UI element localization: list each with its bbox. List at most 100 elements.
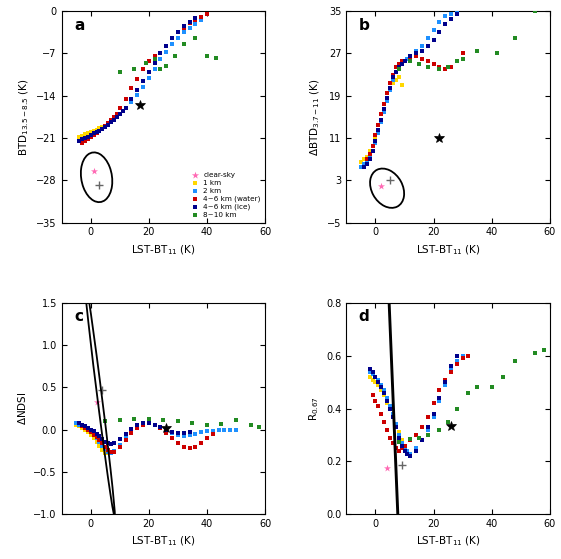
Point bbox=[423, 57, 432, 66]
Point bbox=[179, 442, 188, 451]
Point bbox=[415, 433, 424, 442]
Point bbox=[185, 444, 194, 453]
Point bbox=[365, 367, 374, 376]
Point bbox=[394, 428, 403, 437]
Point bbox=[374, 126, 383, 135]
Point bbox=[104, 449, 113, 458]
Point bbox=[365, 147, 374, 156]
Point bbox=[109, 439, 118, 448]
Point bbox=[156, 49, 165, 58]
Point bbox=[447, 362, 456, 371]
Point bbox=[92, 429, 101, 438]
Point bbox=[226, 425, 234, 434]
Point bbox=[80, 134, 89, 143]
Point bbox=[406, 51, 415, 60]
Point bbox=[101, 442, 110, 451]
Point bbox=[98, 434, 107, 443]
Point bbox=[109, 115, 118, 124]
Point bbox=[162, 42, 171, 51]
Point bbox=[95, 126, 104, 135]
Point bbox=[109, 447, 118, 456]
Point bbox=[388, 70, 397, 79]
Point bbox=[159, 415, 168, 424]
Point bbox=[95, 124, 104, 133]
Point bbox=[368, 141, 377, 150]
Point bbox=[89, 430, 98, 439]
Point bbox=[162, 425, 171, 434]
Point bbox=[388, 438, 397, 447]
Point bbox=[150, 55, 159, 64]
Point bbox=[435, 62, 444, 71]
Point bbox=[441, 380, 450, 389]
Point bbox=[127, 84, 136, 93]
Point bbox=[388, 75, 397, 84]
Point bbox=[397, 60, 406, 69]
Point bbox=[95, 437, 104, 446]
Point bbox=[168, 434, 177, 443]
Point bbox=[435, 17, 444, 26]
Point bbox=[441, 65, 450, 74]
Point bbox=[133, 85, 142, 94]
Point bbox=[144, 67, 153, 76]
Point bbox=[133, 90, 142, 99]
Point bbox=[77, 420, 86, 429]
Point bbox=[429, 36, 438, 45]
Point bbox=[388, 78, 397, 87]
Point bbox=[185, 428, 194, 437]
Point bbox=[406, 436, 415, 445]
Point bbox=[191, 442, 200, 451]
Point bbox=[435, 65, 444, 74]
Point bbox=[417, 54, 426, 63]
Point bbox=[92, 433, 101, 442]
Point bbox=[394, 437, 403, 446]
Point bbox=[77, 135, 86, 144]
Point bbox=[531, 349, 540, 358]
Point bbox=[412, 46, 421, 55]
Point bbox=[377, 118, 386, 127]
Point bbox=[116, 434, 125, 443]
Point bbox=[173, 439, 182, 448]
Point bbox=[92, 125, 101, 134]
Point bbox=[429, 399, 438, 408]
Point bbox=[388, 409, 397, 418]
Point bbox=[511, 357, 519, 366]
Point bbox=[452, 57, 461, 66]
Point bbox=[452, 8, 461, 17]
Point bbox=[412, 444, 421, 453]
Point bbox=[380, 105, 389, 113]
Point bbox=[371, 396, 380, 405]
Point bbox=[362, 152, 371, 161]
Point bbox=[150, 58, 159, 67]
Point bbox=[101, 122, 110, 131]
Point bbox=[406, 51, 415, 60]
Point bbox=[156, 49, 165, 58]
Point bbox=[377, 386, 386, 395]
Point bbox=[86, 428, 95, 437]
Point bbox=[144, 419, 153, 428]
Point bbox=[385, 86, 394, 95]
Point bbox=[84, 129, 93, 138]
Point bbox=[80, 424, 89, 433]
Point bbox=[77, 424, 86, 433]
Point bbox=[168, 34, 177, 43]
Point bbox=[72, 420, 81, 429]
Point bbox=[127, 94, 136, 103]
Point bbox=[435, 394, 444, 402]
Point bbox=[458, 49, 467, 58]
Point bbox=[80, 130, 89, 139]
Point bbox=[101, 448, 110, 457]
Point bbox=[406, 452, 415, 461]
Point bbox=[112, 112, 121, 121]
Point bbox=[406, 54, 415, 63]
Point bbox=[246, 420, 255, 429]
Point bbox=[394, 60, 403, 69]
Point bbox=[101, 417, 110, 426]
Point bbox=[394, 447, 403, 456]
Point bbox=[107, 448, 116, 457]
Point bbox=[392, 420, 401, 429]
Point bbox=[130, 64, 139, 73]
Point bbox=[232, 425, 241, 434]
Point bbox=[380, 418, 389, 427]
Point bbox=[139, 419, 148, 428]
Point bbox=[377, 409, 386, 418]
